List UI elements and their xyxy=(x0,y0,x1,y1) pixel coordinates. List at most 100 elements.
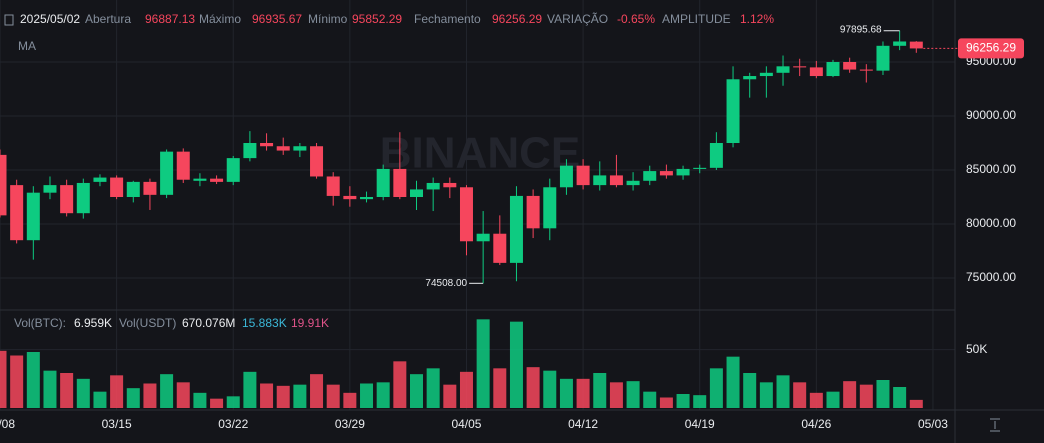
volume-bar xyxy=(826,391,840,408)
volume-bar xyxy=(676,394,690,408)
candle-body xyxy=(909,41,923,49)
candle-body xyxy=(576,165,590,186)
candle-body xyxy=(126,181,140,197)
candle-body xyxy=(426,182,440,190)
volume-bar xyxy=(643,391,657,408)
x-tick-label: 04/12 xyxy=(568,417,598,431)
volume-bar xyxy=(626,381,640,408)
volume-bar xyxy=(709,368,723,408)
vol-usdt-label: Vol(USDT) xyxy=(119,316,176,330)
volume-bar xyxy=(793,382,807,408)
value-low: 95852.29 xyxy=(352,12,402,26)
volume-bar xyxy=(60,373,74,408)
volume-bar xyxy=(659,397,673,408)
volume-bar xyxy=(393,361,407,408)
volume-bar xyxy=(310,374,324,408)
vol-usdt: 670.076M xyxy=(182,316,235,330)
candle-body xyxy=(793,66,807,68)
volume-bar xyxy=(543,370,557,408)
value-close: 96256.29 xyxy=(492,12,542,26)
candle-body xyxy=(410,189,423,197)
volume-bar xyxy=(43,370,57,408)
value-open: 96887.13 xyxy=(145,12,195,26)
value-change: -0.65% xyxy=(617,12,655,26)
volume-bar xyxy=(226,396,240,408)
volume-bar xyxy=(743,373,757,408)
candle-body xyxy=(293,146,307,151)
watermark: BINANCE xyxy=(380,129,580,178)
volume-bar xyxy=(193,392,207,408)
volume-bar xyxy=(26,352,40,408)
volume-bar xyxy=(126,388,140,408)
price-tag-label: 96256.29 xyxy=(966,41,1016,55)
candle-body xyxy=(210,178,224,182)
candle-body xyxy=(326,176,340,196)
candle-body xyxy=(476,233,490,242)
candle-body xyxy=(559,165,573,188)
candle-body xyxy=(626,180,640,186)
volume-bar xyxy=(426,368,440,408)
volume-bar xyxy=(260,383,274,408)
vol-ma1: 15.883K xyxy=(242,316,287,330)
candle-body xyxy=(843,62,857,70)
volume-bar xyxy=(143,383,157,408)
candle-body xyxy=(443,182,457,188)
candle-body xyxy=(493,233,507,263)
candle-body xyxy=(609,175,623,186)
volume-bar xyxy=(76,378,90,408)
date: 2025/05/02 xyxy=(20,12,80,26)
min-label: 74508.00 xyxy=(425,278,467,289)
candle-body xyxy=(826,62,840,77)
volume-bar xyxy=(493,368,507,408)
volume-bar xyxy=(726,356,740,408)
x-tick-label: 04/26 xyxy=(801,417,831,431)
candle-body xyxy=(643,171,657,181)
candle-body xyxy=(0,154,7,216)
candle-body xyxy=(393,168,407,197)
y-tick-label: 85000.00 xyxy=(966,162,1016,176)
x-tick-label: 03/22 xyxy=(218,417,248,431)
candle-body xyxy=(76,182,90,214)
y-tick-label: 90000.00 xyxy=(966,108,1016,122)
candle-body xyxy=(676,168,690,176)
x-tick-label: 05/03 xyxy=(918,417,948,431)
y-tick-label: 75000.00 xyxy=(966,270,1016,284)
volume-bar xyxy=(243,371,257,408)
volume-bar xyxy=(110,375,124,408)
settings-icon[interactable] xyxy=(990,418,1000,432)
candle-body xyxy=(60,185,74,214)
volume-bar xyxy=(443,384,457,408)
candle-body xyxy=(459,187,473,242)
volume-bar xyxy=(410,374,423,408)
volume-bar xyxy=(476,319,490,408)
candle-body xyxy=(43,185,57,193)
volume-bar xyxy=(909,399,923,408)
x-tick-label: 04/19 xyxy=(685,417,715,431)
volume-bar xyxy=(376,382,390,408)
vol-btc: 6.959K xyxy=(74,316,112,330)
candle-body xyxy=(776,66,790,73)
volume-bar xyxy=(326,384,340,408)
value-high: 96935.67 xyxy=(252,12,302,26)
volume-bar xyxy=(176,382,190,408)
candle-body xyxy=(360,196,374,200)
candle-body xyxy=(243,143,257,159)
candle-body xyxy=(593,175,607,186)
volume-bar xyxy=(876,380,890,408)
candle-body xyxy=(143,181,157,195)
candle-body xyxy=(743,76,757,80)
volume-bar xyxy=(576,378,590,408)
candle-icon xyxy=(4,14,14,26)
x-tick-label: 03/29 xyxy=(335,417,365,431)
volume-bar xyxy=(160,374,174,408)
x-tick-label: 04/05 xyxy=(451,417,481,431)
x-tick-label: 03/15 xyxy=(102,417,132,431)
candle-body xyxy=(343,195,357,200)
candle-body xyxy=(709,143,723,168)
candle-body xyxy=(526,195,540,229)
candle-body xyxy=(10,185,24,241)
y-tick-label: 80000.00 xyxy=(966,216,1016,230)
candle-body xyxy=(260,143,274,147)
volume-bar xyxy=(809,392,823,408)
